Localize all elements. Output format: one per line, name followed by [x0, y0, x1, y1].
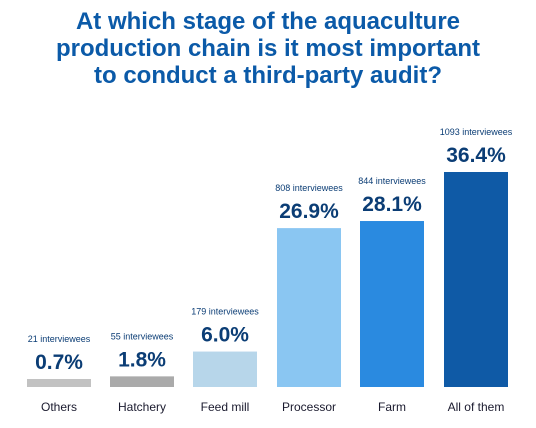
value-label-1: 1.8% — [118, 348, 166, 371]
category-label-1: Hatchery — [118, 400, 166, 414]
bar-5 — [444, 172, 508, 387]
chart-title-line-1: At which stage of the aquaculture — [75, 8, 461, 35]
count-label-2: 179 interviewees — [191, 307, 259, 317]
category-label-4: Farm — [378, 400, 406, 414]
category-label-0: Others — [41, 400, 77, 414]
count-label-3: 808 interviewees — [275, 183, 343, 193]
count-label-5: 1093 interviewees — [440, 127, 513, 137]
value-label-5: 36.4% — [446, 144, 506, 167]
value-label-3: 26.9% — [279, 200, 339, 223]
category-label-5: All of them — [448, 400, 505, 414]
value-label-0: 0.7% — [35, 351, 83, 374]
category-label-3: Processor — [282, 400, 336, 414]
bar-4 — [360, 221, 424, 387]
bar-0 — [27, 379, 91, 387]
bar-3 — [277, 228, 341, 387]
chart-title: At which stage of the aquaculture produc… — [0, 8, 536, 89]
value-label-2: 6.0% — [201, 324, 249, 347]
chart-title-line-2: production chain is it most important — [55, 35, 480, 62]
value-label-4: 28.1% — [362, 193, 422, 216]
chart-title-line-3: to conduct a third-party audit? — [94, 62, 442, 89]
bar-1 — [110, 376, 174, 387]
count-label-1: 55 interviewees — [111, 331, 174, 341]
count-label-0: 21 interviewees — [28, 334, 91, 344]
category-label-2: Feed mill — [201, 400, 250, 414]
bar-2 — [193, 351, 257, 387]
count-label-4: 844 interviewees — [358, 176, 426, 186]
